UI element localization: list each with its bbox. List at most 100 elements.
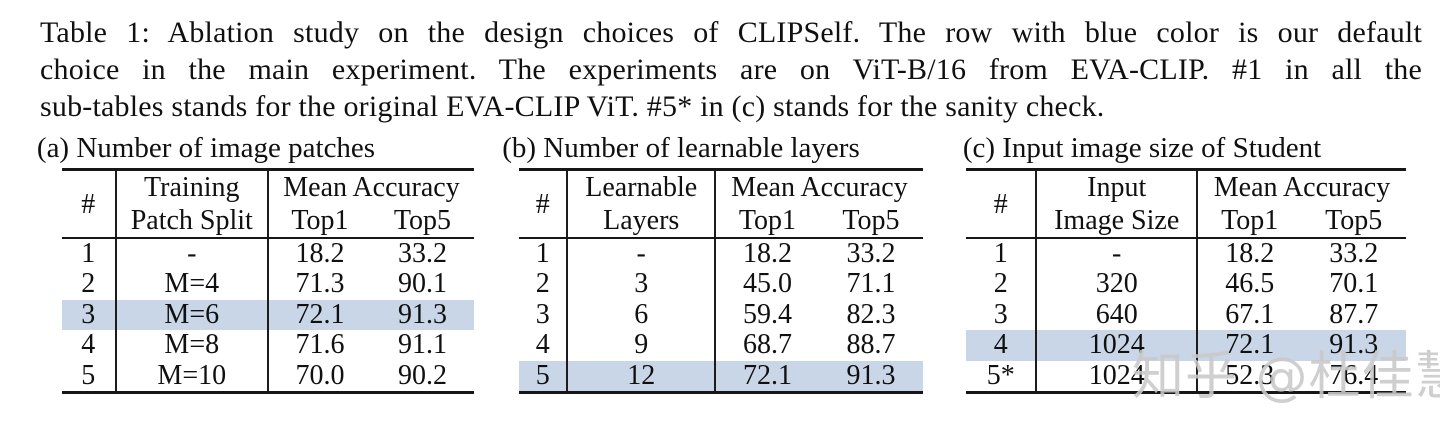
cell-value: 6 [567,299,716,330]
cell-num: 3 [966,299,1038,330]
subtable-c-caption: (c) Input image size of Student [962,132,1322,164]
cell-num: 2 [966,269,1038,300]
caption-line-2: choice in the main experiment. The exper… [40,53,1422,86]
cell-top1: 46.5 [1225,268,1275,300]
col-header-label: Learnable Layers [567,169,716,239]
table-row: 4 M=8 71.6 91.1 [62,330,474,361]
cell-top5: 91.3 [397,298,447,330]
col-header-label-line1: Training [144,172,240,203]
table-row: 5* 1024 52.3 76.4 [966,359,1406,392]
subtable-b: (b) Number of learnable layers # Learnab… [502,130,923,394]
col-header-top1: Top1 [267,204,371,239]
col-header-top1: Top1 [714,204,819,239]
col-header-top5: Top5 [818,204,923,239]
cell-top5: 82.3 [846,298,896,330]
col-header-num: # [966,169,1038,239]
col-header-label-line2: Patch Split [130,205,253,236]
table-row: 1 - 18.2 33.2 [519,238,923,269]
col-header-mean-accuracy: Mean Accuracy [283,172,460,203]
col-header-top1: Top1 [1196,204,1302,239]
col-header-label-line2: Image Size [1054,205,1180,236]
cell-num: 4 [519,330,569,361]
cell-value: M=8 [115,330,269,361]
cell-top5: 33.2 [397,238,447,269]
cell-value: M=4 [115,269,269,300]
col-header-top5: Top5 [370,204,474,239]
cell-top1: 72.1 [742,359,792,391]
col-header-mean-accuracy: Mean Accuracy [731,172,908,203]
cell-top1: 59.4 [742,298,792,330]
zhihu-watermark: 知乎 @杜佳慧 [1132,347,1440,407]
cell-top1: 52.3 [1225,359,1275,391]
cell-value: M=6 [115,299,269,330]
cell-top1: 18.2 [1225,238,1275,269]
cell-top5: 87.7 [1329,298,1379,330]
table-row-highlighted: 4 1024 72.1 91.3 [966,330,1406,361]
cell-top1: 68.7 [742,329,792,361]
cell-top5: 91.1 [397,329,447,361]
table-caption: Table 1: Ablation study on the design ch… [40,14,1422,125]
col-header-label-line2: Layers [603,205,680,236]
cell-value: - [567,238,716,269]
cell-top1: 70.0 [295,359,345,391]
cell-num: 5 [519,360,569,392]
cell-num: 4 [62,330,117,361]
cell-num: 1 [966,238,1038,269]
cell-top1: 71.6 [295,329,345,361]
cell-num: 1 [519,238,569,269]
cell-value: 1024 [1036,360,1198,392]
subtable-b-table: # Learnable Layers Mean Accuracy Top1 To… [519,168,923,394]
cell-top1: 18.2 [742,238,792,269]
cell-top5: 71.1 [846,268,896,300]
table-row: 5 M=10 70.0 90.2 [62,359,474,392]
cell-top5: 76.4 [1329,359,1379,391]
cell-top1: 67.1 [1225,298,1275,330]
cell-value: 9 [567,330,716,361]
table-row: 4 9 68.7 88.7 [519,330,923,361]
cell-num: 3 [519,299,569,330]
table-row-highlighted: 5 12 72.1 91.3 [519,359,923,392]
table-row: 1 - 18.2 33.2 [966,238,1406,269]
col-header-num: # [519,169,569,239]
caption-line-3: sub-tables stands for the original EVA-C… [40,90,1105,123]
cell-num: 5* [966,360,1038,392]
cell-top5: 91.3 [846,359,896,391]
subtable-c-table: # Input Image Size Mean Accuracy Top1 To… [966,168,1406,394]
subtable-a: (a) Number of image patches # Training P… [37,130,474,394]
cell-num: 5 [62,360,117,392]
table-row-highlighted: 3 M=6 72.1 91.3 [62,298,474,330]
cell-value: - [1036,238,1198,269]
col-header-top5: Top5 [1301,204,1406,239]
cell-top1: 18.2 [295,238,345,269]
cell-top5: 91.3 [1329,329,1379,361]
cell-num: 1 [62,238,117,269]
col-header-label: Training Patch Split [115,169,269,239]
table-row: 3 6 59.4 82.3 [519,298,923,330]
subtable-a-caption: (a) Number of image patches [36,132,376,164]
cell-top5: 90.2 [397,359,447,391]
caption-line-1: Table 1: Ablation study on the design ch… [40,16,1422,49]
cell-value: 640 [1036,299,1198,330]
cell-top1: 71.3 [295,268,345,300]
cell-value: 12 [567,360,716,392]
cell-num: 2 [62,269,117,300]
cell-top1: 45.0 [742,268,792,300]
cell-top5: 70.1 [1329,268,1379,300]
cell-num: 2 [519,269,569,300]
cell-value: - [115,238,269,269]
table-row: 2 M=4 71.3 90.1 [62,269,474,300]
cell-num: 3 [62,299,117,330]
table-row: 2 320 46.5 70.1 [966,269,1406,300]
cell-value: 320 [1036,269,1198,300]
cell-top5: 90.1 [397,268,447,300]
cell-top5: 33.2 [1329,238,1379,269]
col-header-label-line1: Input [1087,172,1147,203]
col-header-mean-accuracy: Mean Accuracy [1213,172,1391,203]
cell-top5: 33.2 [846,238,896,269]
col-header-label: Input Image Size [1036,169,1198,239]
table-row: 2 3 45.0 71.1 [519,269,923,300]
cell-num: 4 [966,330,1038,361]
cell-value: 3 [567,269,716,300]
cell-top1: 72.1 [1225,329,1275,361]
subtable-a-table: # Training Patch Split Mean Accuracy Top… [62,168,474,394]
